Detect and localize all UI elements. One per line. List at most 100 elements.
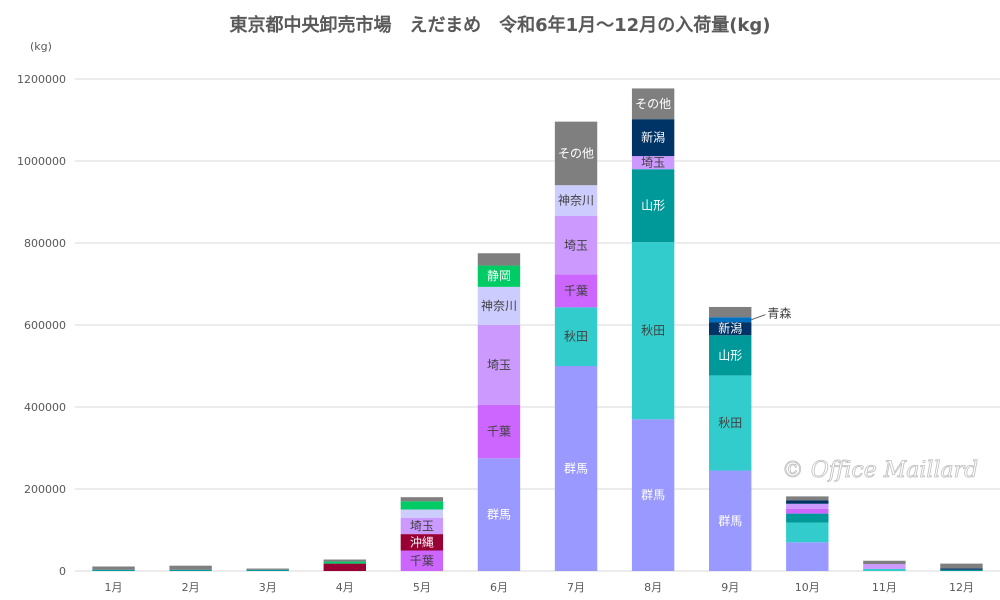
bar-segment: [709, 375, 752, 471]
segment-label: 新潟: [641, 130, 665, 145]
bar-segment: [863, 564, 906, 569]
bar-segment: [709, 306, 752, 318]
chart-title: 東京都中央卸売市場 えだまめ 令和6年1月～12月の入荷量(kg): [229, 14, 770, 36]
segment-label: 山形: [641, 199, 665, 213]
x-tick-label: 10月: [795, 581, 820, 594]
bar-segment: [709, 335, 752, 376]
x-tick-label: 5月: [413, 581, 431, 594]
bar-segment: [246, 569, 289, 571]
segment-label: 群馬: [487, 508, 511, 522]
segment-label: 埼玉: [641, 156, 665, 170]
bar-segment: [554, 307, 598, 366]
y-tick-label: 1000000: [17, 155, 66, 168]
bar-segment: [786, 503, 829, 509]
bar-segment: [400, 550, 444, 571]
bar-segment: [477, 458, 521, 571]
bar-segment: [400, 497, 444, 502]
bar-segment: [863, 560, 906, 565]
segment-label: その他: [558, 146, 594, 160]
bar-segment: [323, 559, 366, 562]
bar-segment: [477, 253, 521, 266]
segment-label: 青森: [767, 306, 791, 321]
bar-segment: [631, 156, 675, 170]
bar-segment: [554, 366, 598, 571]
bar-segment: [786, 496, 829, 501]
bar-segment: [940, 563, 983, 569]
bar-segment: [400, 509, 444, 518]
x-tick-label: 12月: [949, 581, 974, 594]
segment-label: 山形: [718, 348, 742, 362]
segment-label: 埼玉: [487, 358, 511, 372]
bar-segment: [400, 534, 444, 551]
bar-segment: [940, 568, 983, 570]
bar-segment: [477, 265, 521, 287]
segment-labels: 千葉沖縄埼玉群馬埼玉千葉神奈川静岡群馬埼玉秋田千葉神奈川その他秋田群馬山形新潟埼…: [410, 97, 792, 568]
x-tick-label: 6月: [490, 581, 508, 594]
y-tick-label: 200000: [24, 483, 66, 496]
y-tick-label: 600000: [24, 319, 66, 332]
segment-label: 静岡: [487, 269, 511, 283]
bar-segment: [940, 569, 983, 571]
segment-label: 埼玉: [564, 238, 588, 252]
bar-segment: [863, 568, 906, 571]
y-tick-label: 400000: [24, 401, 66, 414]
watermark: © Office Maillard: [782, 458, 978, 483]
segment-label: 千葉: [410, 554, 434, 568]
x-axis-ticks: 1月 2月 3月 4月 5月 6月 7月 8月 9月 10月 11月 12月: [105, 581, 974, 594]
bar-segment: [554, 215, 598, 275]
segment-label: 神奈川: [481, 299, 517, 313]
bar-segment: [631, 119, 675, 157]
x-tick-label: 11月: [872, 581, 897, 594]
bar-segment: [631, 419, 675, 571]
bar-segment: [709, 322, 752, 336]
segment-label: 秋田: [641, 324, 665, 338]
bar-segment: [631, 242, 675, 420]
segment-label: 新潟: [718, 321, 742, 336]
bar-segment: [169, 565, 212, 570]
segment-label: 千葉: [564, 284, 588, 298]
y-axis-ticks: 0 200000 400000 600000 800000 1000000 1200000: [17, 73, 66, 578]
segment-label: 群馬: [641, 488, 665, 502]
bar-segment: [477, 404, 521, 459]
segment-label: 神奈川: [558, 194, 594, 208]
x-tick-label: 4月: [336, 581, 354, 594]
segment-label: 千葉: [487, 425, 511, 439]
x-tick-label: 1月: [105, 581, 123, 594]
bar-segment: [323, 563, 366, 571]
segment-label: 群馬: [718, 514, 742, 528]
callout-line: [751, 314, 766, 321]
bar-segment: [709, 317, 752, 323]
x-tick-label: 7月: [567, 581, 585, 594]
segment-label: その他: [635, 97, 671, 111]
bar-segment: [477, 325, 521, 405]
bar-segment: [400, 517, 444, 535]
bar-segment: [786, 500, 829, 504]
gridlines: [75, 78, 1000, 572]
bar-segment: [786, 522, 829, 543]
bar-segment: [554, 274, 598, 308]
bar-segment: [400, 501, 444, 510]
bar-segment: [786, 513, 829, 523]
y-tick-label: 0: [59, 565, 66, 578]
x-tick-label: 2月: [182, 581, 200, 594]
bar-segment: [92, 566, 135, 570]
bar-segment: [554, 121, 598, 186]
bar-segment: [323, 561, 366, 564]
bar-segment: [709, 470, 752, 571]
segment-label: 沖縄: [410, 534, 434, 549]
segment-label: 群馬: [564, 462, 588, 476]
x-tick-label: 8月: [644, 581, 662, 594]
bar-segment: [786, 542, 829, 571]
bar-segment: [786, 508, 829, 514]
segment-label: 秋田: [564, 330, 588, 344]
bar-segment: [246, 568, 289, 570]
x-tick-label: 3月: [259, 581, 277, 594]
y-axis-unit: (kg): [30, 40, 52, 53]
bar-segment: [631, 169, 675, 243]
bar-segment: [169, 569, 212, 571]
segment-label: 秋田: [718, 416, 742, 430]
x-tick-label: 9月: [721, 581, 739, 594]
y-tick-label: 1200000: [17, 73, 66, 86]
bar-segment: [631, 88, 675, 120]
